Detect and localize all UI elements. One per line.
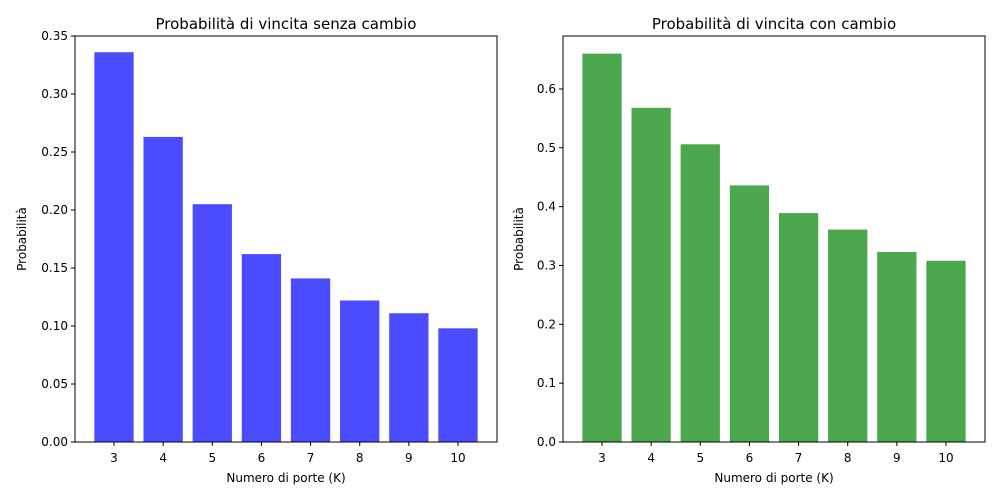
chart-left-bar-k4 [143,136,183,443]
chart-right-bar-k5 [680,144,720,442]
chart-right-y-tick-label: 0.5 [537,141,556,155]
chart-right-x-tick-label: 10 [938,451,953,465]
chart-left-x-tick-label: 10 [450,451,465,465]
chart-right-x-tick-label: 7 [795,451,803,465]
chart-right-bar-k3 [582,53,622,443]
chart-left-y-label: Probabilità [15,207,29,271]
chart-right-y-tick-label: 0.2 [537,317,556,331]
chart-left-y-tick-label: 0.20 [41,203,68,217]
chart-left-x-ticks: 3 4 5 6 7 8 9 10 [110,442,466,465]
chart-left-x-tick-label: 3 [110,451,118,465]
chart-right-x-tick-label: 3 [598,451,606,465]
chart-right-bar-k9 [877,251,917,442]
chart-left-bar-k10 [438,328,478,442]
chart-right-bar-k7 [778,213,819,442]
chart-left-y-tick-label: 0.15 [41,261,68,275]
chart-left-x-tick-label: 5 [208,451,216,465]
chart-left-x-tick-label: 7 [307,451,315,465]
chart-right-title: Probabilità di vincita con cambio [652,15,896,33]
chart-right-y-label: Probabilità [512,207,526,271]
chart-left-x-tick-label: 9 [405,451,413,465]
chart-left: Probabilità di vincita senza cambio 0.00… [15,15,498,485]
chart-right-x-tick-label: 8 [844,451,852,465]
chart-right-y-tick-label: 0.4 [537,200,556,214]
chart-left-x-tick-label: 4 [159,451,167,465]
chart-left-title: Probabilità di vincita senza cambio [156,15,417,33]
chart-right: Probabilità di vincita con cambio 0.0 0.1… [512,15,986,485]
chart-left-y-ticks: 0.00 0.05 0.10 0.15 0.20 0.25 0.30 0.35 [41,29,75,449]
chart-right-bar-k10 [926,260,966,442]
chart-left-x-label: Numero di porte (K) [226,471,345,485]
chart-right-y-tick-label: 0.6 [537,82,556,96]
chart-right-bar-k4 [631,107,671,442]
chart-left-y-tick-label: 0.10 [41,319,68,333]
chart-left-y-tick-label: 0.25 [41,145,68,159]
chart-right-x-tick-label: 9 [893,451,901,465]
chart-left-x-tick-label: 8 [356,451,364,465]
chart-left-plot-frame [74,35,498,443]
chart-right-bar-k8 [828,229,868,442]
chart-left-y-tick-label: 0.30 [41,87,68,101]
chart-left-bars [94,52,478,443]
chart-right-y-ticks: 0.0 0.1 0.2 0.3 0.4 0.5 0.6 [537,82,563,449]
chart-right-x-tick-label: 6 [746,451,754,465]
chart-right-bar-k6 [729,185,770,442]
chart-left-bar-k3 [94,52,134,443]
chart-left-bar-k8 [340,300,380,442]
chart-right-y-tick-label: 0.3 [537,258,556,272]
chart-left-x-tick-label: 6 [258,451,266,465]
chart-left-bar-k7 [290,278,331,442]
chart-right-x-tick-label: 5 [696,451,704,465]
chart-right-x-label: Numero di porte (K) [714,471,833,485]
chart-left-bar-k6 [241,254,282,442]
chart-right-x-tick-label: 4 [647,451,655,465]
chart-left-y-tick-label: 0.05 [41,377,68,391]
chart-right-y-tick-label: 0.1 [537,376,556,390]
chart-right-bars [582,53,966,443]
chart-left-y-tick-label: 0.35 [41,29,68,43]
chart-left-bar-k9 [389,313,429,442]
chart-right-y-tick-label: 0.0 [537,435,556,449]
chart-right-plot-frame [562,35,986,443]
chart-left-bar-k5 [192,204,232,442]
chart-left-y-tick-label: 0.00 [41,435,68,449]
chart-right-x-ticks: 3 4 5 6 7 8 9 10 [598,442,954,465]
